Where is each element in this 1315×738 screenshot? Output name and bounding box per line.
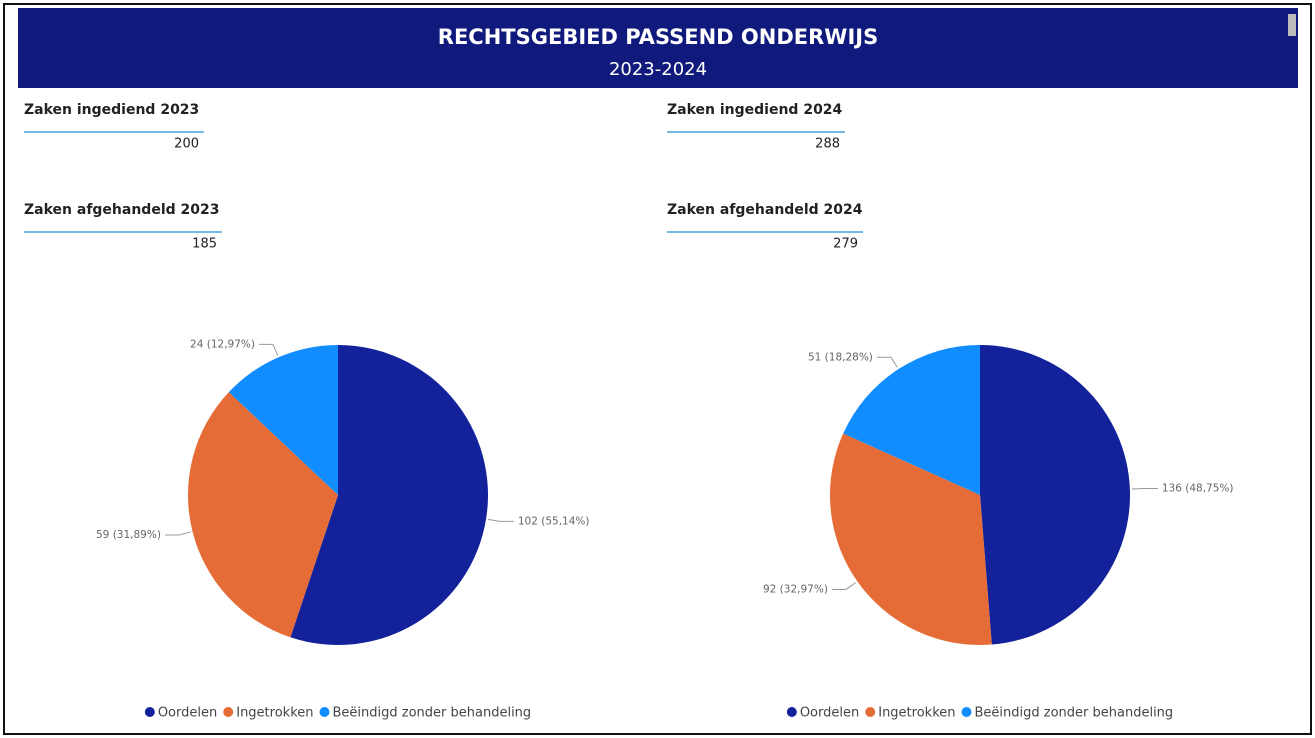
kpi-value: 200 (174, 137, 199, 152)
pie-slice (980, 345, 1131, 645)
legend-dot (786, 707, 797, 717)
data-label: 51 (18,28%) (808, 351, 873, 363)
data-label: 59 (31,89%) (96, 529, 161, 541)
kpi-label: Zaken ingediend 2024 (667, 102, 843, 118)
leader-line (258, 343, 279, 356)
legend-label: Beëindigd zonder behandeling (975, 706, 1174, 721)
pie-slice (843, 345, 980, 495)
leader-line (487, 518, 514, 522)
data-label: 92 (32,97%) (763, 583, 828, 595)
legend-dot (961, 707, 972, 717)
leader-line (164, 531, 191, 536)
data-label: 102 (55,14%) (518, 515, 590, 527)
kpi-label: Zaken afgehandeld 2023 (24, 202, 219, 218)
legend-label: Oordelen (800, 706, 859, 721)
pie-slice (188, 392, 338, 638)
pie-slice (830, 433, 992, 645)
title: RECHTSGEBIED PASSEND ONDERWIJS (438, 25, 878, 49)
kpi-value: 279 (833, 237, 858, 252)
legend-dot (223, 707, 234, 717)
data-label: 136 (48,75%) (1162, 483, 1234, 495)
leader-line (831, 582, 857, 590)
legend-label: Ingetrokken (878, 706, 955, 721)
kpi-label: Zaken ingediend 2023 (24, 102, 199, 118)
legend-dot (319, 707, 330, 717)
kpi-value: 288 (815, 137, 840, 152)
subtitle: 2023-2024 (609, 59, 707, 80)
legend-dot (865, 707, 876, 717)
pie-slice (228, 345, 338, 495)
kpi-value: 185 (192, 237, 217, 252)
legend-dot (144, 707, 155, 717)
legend-label: Ingetrokken (236, 706, 313, 721)
header-bar (18, 8, 1298, 88)
leader-line (876, 356, 898, 368)
scrollbar[interactable] (1288, 14, 1296, 36)
frame (3, 3, 1312, 735)
legend-label: Beëindigd zonder behandeling (333, 706, 532, 721)
legend-label: Oordelen (158, 706, 217, 721)
data-label: 24 (12,97%) (190, 338, 255, 350)
kpi-label: Zaken afgehandeld 2024 (667, 202, 863, 218)
pie-slice (290, 345, 489, 645)
